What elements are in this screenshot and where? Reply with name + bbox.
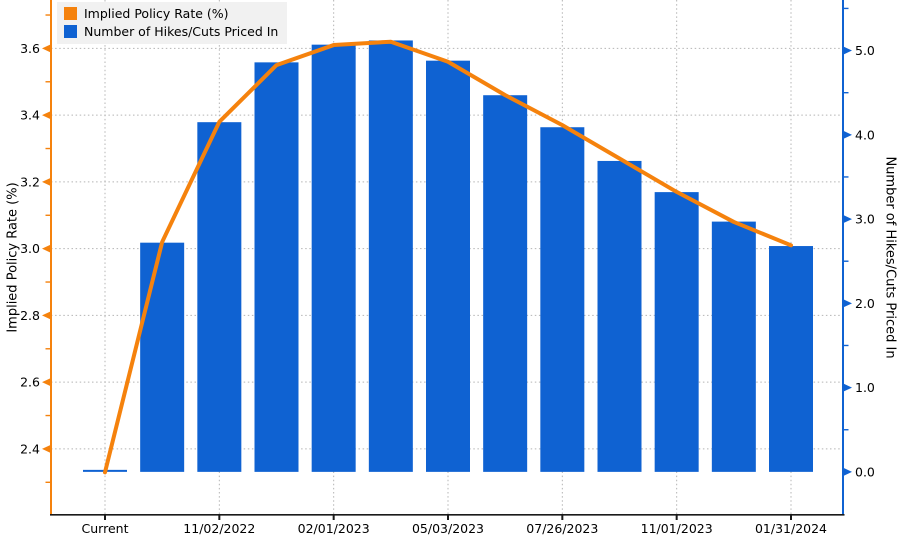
hikes-bar <box>426 60 470 472</box>
left-axis-tick-label: 3.2 <box>20 174 40 189</box>
right-axis-tick-arrow <box>843 467 852 477</box>
right-axis-tick-arrow <box>843 130 852 140</box>
right-axis-tick-label: 0.0 <box>855 464 875 479</box>
hikes-bar <box>711 221 756 472</box>
hikes-bar <box>311 44 356 472</box>
hikes-bar <box>254 62 299 472</box>
x-axis-tick-label: 02/01/2023 <box>298 521 370 536</box>
legend-swatch-blue <box>64 25 77 38</box>
left-axis-tick-arrow <box>42 177 51 187</box>
legend-swatch-orange <box>64 7 77 20</box>
x-axis-tick-label: Current <box>82 521 129 536</box>
right-axis-tick-label: 5.0 <box>855 43 875 58</box>
hikes-bar <box>597 160 642 472</box>
x-axis-tick-label: 11/02/2022 <box>183 521 255 536</box>
legend-item-hikes: Number of Hikes/Cuts Priced In <box>64 24 278 39</box>
left-axis-tick-arrow <box>42 377 51 387</box>
hikes-bar <box>197 122 242 472</box>
legend-label-policy-rate: Implied Policy Rate (%) <box>84 6 229 21</box>
left-axis-tick-label: 3.6 <box>20 41 40 56</box>
left-axis-tick-label: 2.4 <box>20 441 40 456</box>
left-axis-tick-label: 3.4 <box>20 108 40 123</box>
legend-label-hikes: Number of Hikes/Cuts Priced In <box>84 24 279 39</box>
x-axis-tick-label: 11/01/2023 <box>641 521 713 536</box>
hikes-bar <box>368 40 413 472</box>
left-axis-tick-arrow <box>42 244 51 253</box>
left-axis-title-wrap: Implied Policy Rate (%) <box>0 0 26 514</box>
hikes-bar <box>140 242 185 472</box>
hikes-bar <box>483 95 528 472</box>
right-axis-tick-label: 2.0 <box>855 296 875 311</box>
right-axis-tick-arrow <box>843 214 852 224</box>
hikes-bar <box>769 246 813 472</box>
left-axis-title: Implied Policy Rate (%) <box>5 181 21 333</box>
left-axis-tick-arrow <box>42 444 51 454</box>
x-axis-tick-label: 07/26/2023 <box>526 521 598 536</box>
left-axis-tick-label: 2.8 <box>20 308 40 323</box>
right-axis-tick-arrow <box>843 383 852 392</box>
right-axis-title: Number of Hikes/Cuts Priced In <box>882 155 898 359</box>
left-axis-tick-label: 2.6 <box>20 375 40 390</box>
left-axis-tick-label: 3.0 <box>20 241 40 256</box>
x-axis-tick-label: 05/03/2023 <box>412 521 484 536</box>
right-axis-tick-label: 1.0 <box>855 380 875 395</box>
x-axis-tick-label: 01/31/2024 <box>755 521 827 536</box>
legend: Implied Policy Rate (%) Number of Hikes/… <box>57 2 288 44</box>
left-axis-tick-arrow <box>42 110 51 120</box>
left-axis-tick-arrow <box>42 44 51 53</box>
right-axis-tick-label: 3.0 <box>855 212 875 227</box>
hikes-bar <box>654 192 699 472</box>
right-axis-tick-label: 4.0 <box>855 127 875 142</box>
right-axis-tick-arrow <box>843 46 852 55</box>
right-axis-tick-arrow <box>843 299 852 308</box>
hikes-bar <box>540 127 585 472</box>
legend-item-policy-rate: Implied Policy Rate (%) <box>64 6 278 21</box>
policy-rate-line <box>103 39 793 475</box>
right-axis-title-wrap: Number of Hikes/Cuts Priced In <box>877 0 903 514</box>
left-axis-tick-arrow <box>42 311 51 320</box>
